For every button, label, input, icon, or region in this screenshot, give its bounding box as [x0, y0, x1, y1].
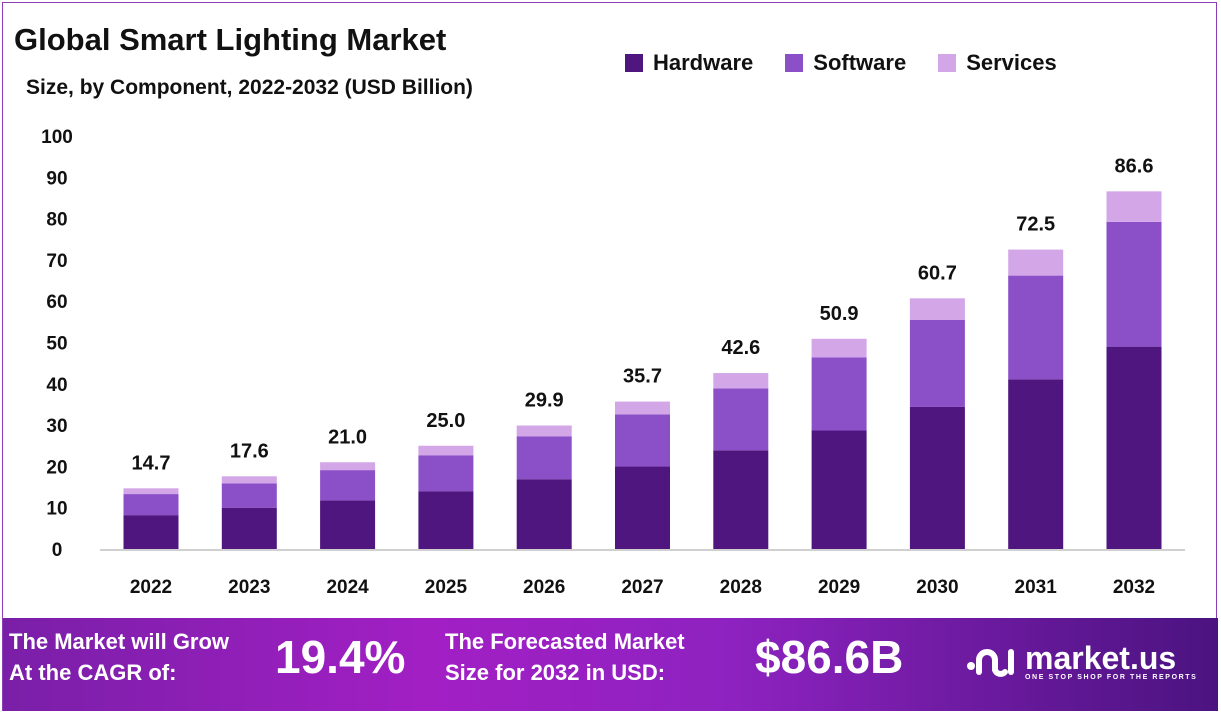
- bar-segment-hardware: [221, 507, 277, 549]
- x-tick-label: 2030: [916, 577, 958, 598]
- y-tick-label: 0: [52, 540, 63, 561]
- data-label-total: 21.0: [328, 426, 367, 448]
- cagr-value: 19.4%: [275, 631, 406, 683]
- x-tick-label: 2032: [1113, 577, 1155, 598]
- y-tick-label: 50: [46, 334, 67, 355]
- bar-segment-services: [615, 401, 670, 415]
- bar-segment-services: [221, 476, 277, 484]
- bar-segment-hardware: [713, 450, 769, 549]
- bar-segment-hardware: [615, 466, 670, 549]
- legend-item-services: Services: [938, 50, 1057, 76]
- market-us-logo: market.us ONE STOP SHOP FOR THE REPORTS: [965, 640, 1197, 682]
- bar-chart: 010203040506070809010014.7202217.6202321…: [41, 127, 1185, 598]
- bar-segment-hardware: [320, 500, 376, 549]
- x-tick-label: 2024: [326, 577, 369, 598]
- bar-segment-software: [909, 319, 965, 407]
- bar-segment-hardware: [418, 491, 474, 549]
- bar-segment-software: [615, 414, 670, 467]
- bar-segment-software: [221, 483, 277, 508]
- y-tick-label: 80: [46, 210, 67, 231]
- bar-segment-hardware: [516, 479, 572, 549]
- bar-segment-services: [320, 462, 376, 471]
- y-tick-label: 10: [46, 499, 67, 520]
- forecast-value: $86.6B: [755, 631, 904, 683]
- bar-segment-software: [1008, 275, 1064, 380]
- forecast-label-line2: Size for 2032 in USD:: [445, 660, 666, 685]
- x-tick-label: 2029: [818, 577, 860, 598]
- bar-segment-software: [516, 436, 572, 480]
- legend-label: Services: [966, 50, 1057, 75]
- bar-segment-services: [909, 298, 965, 320]
- chart-subtitle: Size, by Component, 2022-2032 (USD Billi…: [26, 76, 473, 99]
- y-tick-label: 40: [46, 375, 67, 396]
- bar-segment-software: [811, 357, 867, 431]
- data-label-total: 42.6: [721, 337, 760, 359]
- y-tick-label: 100: [41, 127, 73, 148]
- chart-title: Global Smart Lighting Market: [14, 22, 447, 57]
- x-tick-label: 2025: [425, 577, 468, 598]
- data-label-total: 29.9: [525, 390, 564, 412]
- y-tick-label: 30: [46, 416, 67, 437]
- bar-segment-hardware: [811, 430, 867, 549]
- forecast-label: The Forecasted Market Size for 2032 in U…: [445, 626, 685, 688]
- bar-segment-services: [811, 338, 867, 358]
- bar-segment-software: [1106, 221, 1162, 347]
- legend-label: Hardware: [653, 50, 754, 75]
- data-label-total: 72.5: [1016, 214, 1055, 236]
- bar-segment-software: [123, 494, 179, 516]
- data-label-total: 50.9: [820, 303, 859, 325]
- logo-tagline: ONE STOP SHOP FOR THE REPORTS: [1025, 673, 1198, 681]
- bar-segment-hardware: [1008, 379, 1064, 549]
- legend-swatch-software: [785, 54, 804, 72]
- data-label-total: 25.0: [426, 410, 465, 432]
- bar-segment-software: [713, 388, 769, 451]
- bar-segment-hardware: [909, 406, 965, 549]
- bar-segment-hardware: [1106, 346, 1162, 549]
- y-tick-label: 70: [46, 251, 67, 272]
- logo-name: market.us: [1025, 639, 1177, 676]
- cagr-label-line1: The Market will Grow: [9, 629, 230, 654]
- bar-segment-services: [1106, 191, 1162, 222]
- data-label-total: 17.6: [230, 440, 269, 462]
- x-tick-label: 2028: [720, 577, 762, 598]
- y-tick-label: 20: [46, 457, 67, 478]
- y-tick-label: 90: [46, 168, 67, 189]
- data-label-total: 35.7: [623, 366, 662, 388]
- bar-segment-software: [418, 455, 474, 492]
- bar-segment-services: [1008, 249, 1064, 276]
- footer-banner: The Market will Grow At the CAGR of: 19.…: [3, 618, 1218, 711]
- bar-segment-services: [713, 373, 769, 389]
- bar-segment-services: [418, 445, 474, 456]
- bar-segment-software: [320, 470, 376, 501]
- data-label-total: 60.7: [918, 262, 957, 284]
- legend-label: Software: [813, 50, 907, 75]
- bar-segment-services: [123, 488, 179, 495]
- forecast-label-line1: The Forecasted Market: [445, 629, 685, 654]
- legend: Hardware Software Services: [625, 50, 1057, 76]
- x-tick-label: 2026: [523, 577, 565, 598]
- legend-swatch-services: [938, 54, 957, 72]
- cagr-label: The Market will Grow At the CAGR of:: [9, 626, 229, 688]
- data-label-total: 86.6: [1115, 155, 1154, 177]
- logo-icon: [967, 649, 1014, 677]
- legend-item-hardware: Hardware: [625, 50, 753, 76]
- legend-item-software: Software: [785, 50, 906, 76]
- data-label-total: 14.7: [132, 452, 171, 474]
- x-tick-label: 2022: [130, 577, 172, 598]
- cagr-label-line2: At the CAGR of:: [9, 660, 177, 685]
- legend-swatch-hardware: [625, 54, 643, 72]
- bar-segment-hardware: [123, 515, 179, 549]
- bar-segment-services: [516, 425, 572, 437]
- x-tick-label: 2027: [621, 577, 663, 598]
- x-tick-label: 2031: [1015, 577, 1058, 598]
- y-tick-label: 60: [46, 292, 67, 313]
- x-tick-label: 2023: [228, 577, 270, 598]
